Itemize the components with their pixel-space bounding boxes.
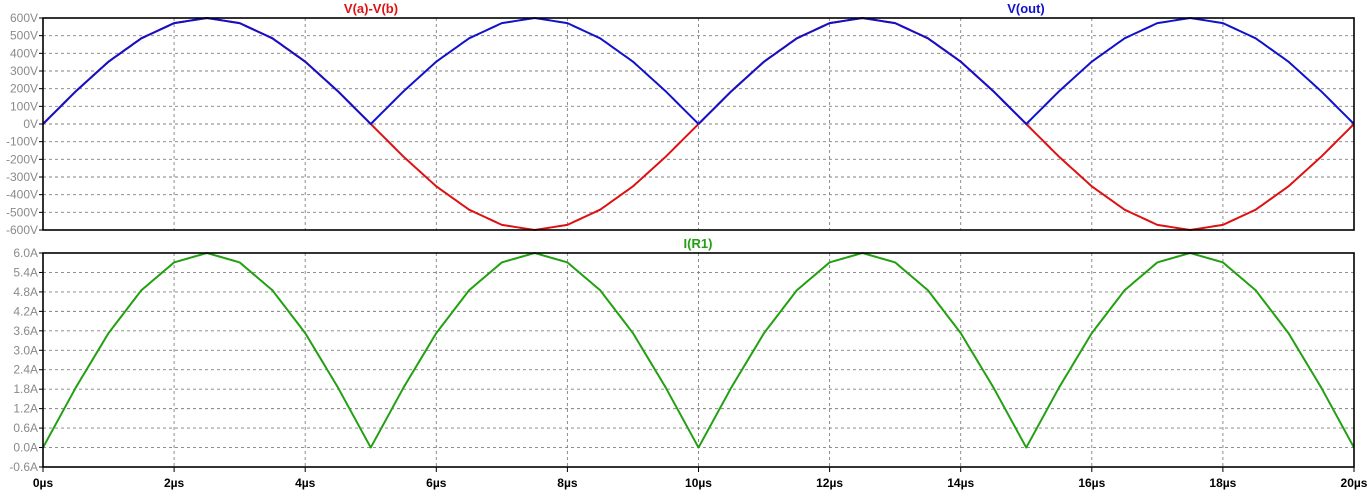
x-tick-label: 0µs bbox=[33, 476, 54, 490]
time-axis: 0µs 2µs 4µs 6µs 8µs 10µs 12µs 14µs 16µs 18µs 20µs bbox=[33, 467, 1368, 490]
voltage-panel: 600V 500V 400V 300V 200V 100V 0V -100V -200V -300… bbox=[6, 1, 1355, 237]
y-tick-label: 4.8A bbox=[13, 285, 38, 299]
y-tick-label: -400V bbox=[6, 188, 38, 202]
trace-i-r1- bbox=[42, 252, 1355, 449]
x-tick-label: 4µs bbox=[295, 476, 316, 490]
x-tick-label: 14µs bbox=[947, 476, 974, 490]
x-tick-label: 16µs bbox=[1078, 476, 1105, 490]
y-tick-label: 0.0A bbox=[13, 441, 38, 455]
trace-label[interactable]: V(a)-V(b) bbox=[344, 1, 398, 16]
trace-label[interactable]: I(R1) bbox=[684, 236, 713, 251]
y-tick-label: 600V bbox=[10, 11, 38, 25]
y-tick-label: 300V bbox=[10, 64, 38, 78]
y-tick-label: 6.0A bbox=[13, 246, 38, 260]
y-tick-label: 500V bbox=[10, 29, 38, 43]
y-tick-label: 2.4A bbox=[13, 363, 38, 377]
y-tick-label: 3.6A bbox=[13, 324, 38, 338]
x-tick-label: 6µs bbox=[426, 476, 447, 490]
y-tick-label: 200V bbox=[10, 82, 38, 96]
y-tick-label: -300V bbox=[6, 170, 38, 184]
y-tick-label: -100V bbox=[6, 135, 38, 149]
y-tick-label: 4.2A bbox=[13, 304, 38, 318]
current-panel: 6.0A 5.4A 4.8A 4.2A 3.6A 3.0A 2.4A 1.8A 1.2A 0.6A… bbox=[9, 236, 1355, 474]
y-tick-label: 0.6A bbox=[13, 421, 38, 435]
trace-v-out- bbox=[42, 17, 1355, 125]
y-tick-label: 1.2A bbox=[13, 402, 38, 416]
y-tick-label: 5.4A bbox=[13, 265, 38, 279]
x-tick-label: 10µs bbox=[685, 476, 712, 490]
y-tick-label: -500V bbox=[6, 205, 38, 219]
x-tick-label: 18µs bbox=[1209, 476, 1236, 490]
y-tick-label: 3.0A bbox=[13, 343, 38, 357]
plot-frame bbox=[42, 17, 1355, 231]
y-tick-label: -200V bbox=[6, 152, 38, 166]
trace-label[interactable]: V(out) bbox=[1007, 1, 1045, 16]
x-tick-label: 8µs bbox=[557, 476, 578, 490]
y-tick-label: 0V bbox=[23, 117, 38, 131]
x-tick-label: 2µs bbox=[164, 476, 185, 490]
y-tick-label: 1.8A bbox=[13, 382, 38, 396]
y-tick-label: -600V bbox=[6, 223, 38, 237]
y-tick-label: 100V bbox=[10, 99, 38, 113]
y-tick-label: 400V bbox=[10, 46, 38, 60]
y-tick-label: -0.6A bbox=[9, 460, 38, 474]
x-tick-label: 20µs bbox=[1341, 476, 1368, 490]
x-tick-label: 12µs bbox=[816, 476, 843, 490]
